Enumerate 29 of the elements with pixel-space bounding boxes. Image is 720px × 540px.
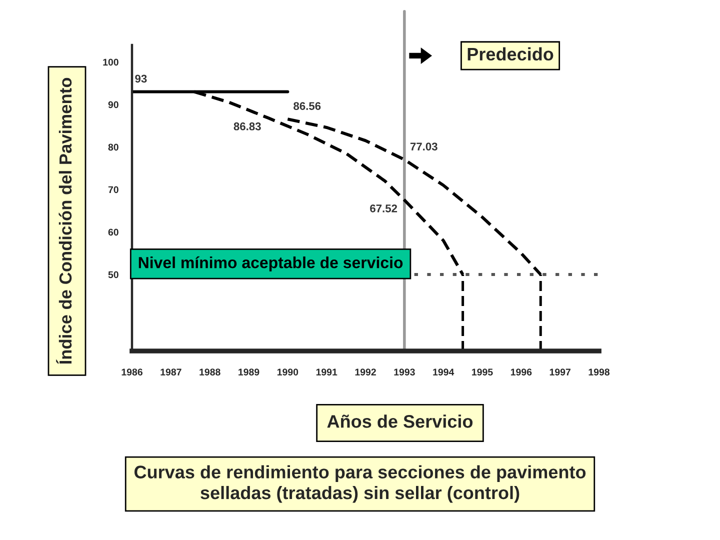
data-label: 93 [135, 74, 147, 83]
data-label: 77.03 [410, 142, 438, 150]
y-tick-label: 70 [108, 186, 118, 194]
x-tick-label: 1990 [277, 368, 298, 376]
x-tick-label: 1997 [550, 368, 570, 376]
y-tick-label: 90 [108, 101, 118, 108]
y-tick-label: 50 [108, 271, 118, 278]
x-tick-label: 1992 [355, 368, 376, 376]
x-tick-label: 1989 [238, 368, 260, 376]
x-tick-label: 1995 [472, 368, 493, 376]
x-tick-label: 1986 [122, 368, 142, 376]
y-axis-title: Índice de Condición del Pavimento [56, 78, 72, 364]
y-tick-label: 80 [108, 144, 118, 151]
data-label: 86.83 [234, 122, 261, 130]
y-tick-label: 100 [103, 58, 118, 66]
ref-line-label: Nivel mínimo aceptable de servicio [138, 256, 403, 272]
x-tick-label: 1998 [588, 368, 610, 376]
annotation: Predecido [468, 47, 554, 61]
text: Curvas de rendimiento para secciones de pavimento selladas (tratadas) sin sellar (control) [134, 465, 586, 503]
x-tick-label: 1988 [200, 368, 220, 376]
y-tick-label: 60 [108, 228, 118, 236]
x-tick-label: 1991 [316, 368, 338, 376]
x-tick-label: 1993 [394, 368, 415, 376]
x-tick-label: 1987 [160, 368, 182, 376]
x-tick-label: 1994 [433, 368, 454, 376]
data-label: 86.56 [294, 102, 321, 110]
x-tick-label: 1996 [510, 368, 532, 376]
data-label: 67.52 [370, 204, 398, 212]
x-axis-title: Años de Servicio [327, 414, 473, 428]
